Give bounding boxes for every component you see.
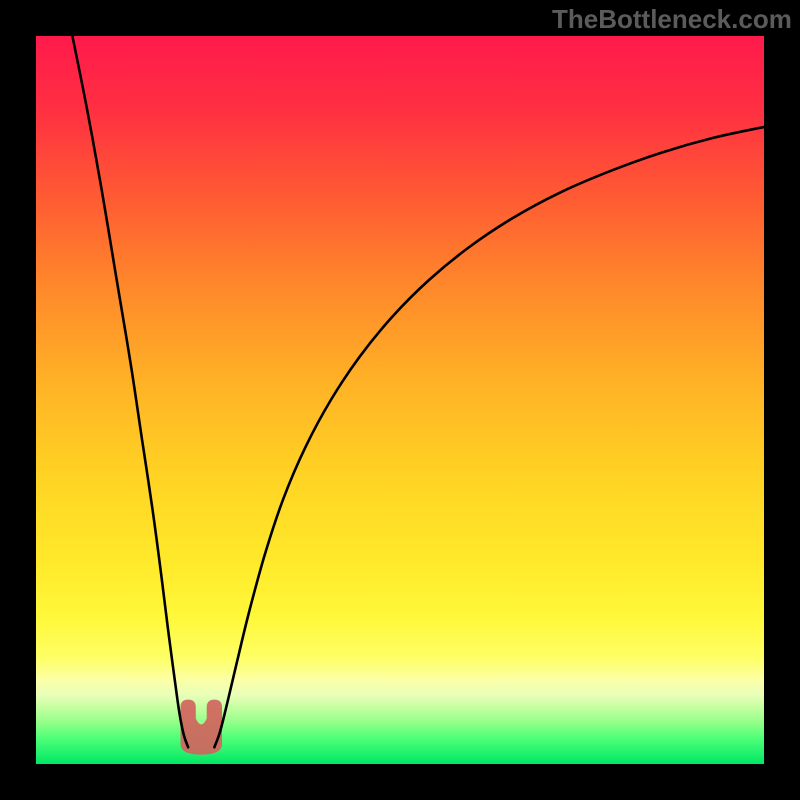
plot-area — [36, 36, 764, 764]
plot-svg — [36, 36, 764, 764]
watermark-text: TheBottleneck.com — [552, 4, 792, 35]
